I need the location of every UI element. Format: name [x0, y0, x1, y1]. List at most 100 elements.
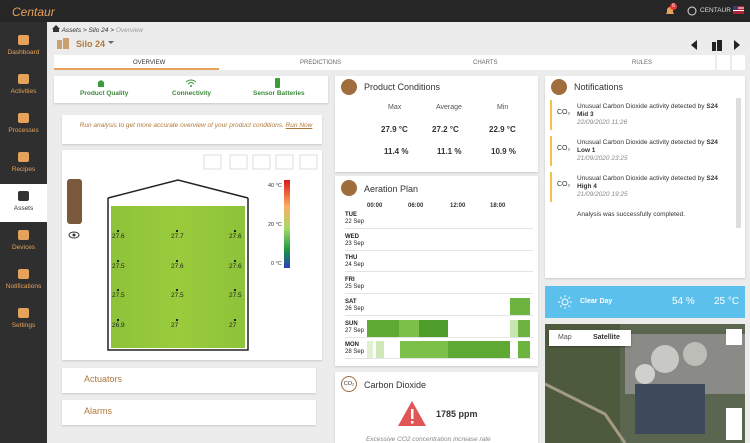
actuators-title[interactable]: Actuators [84, 374, 123, 384]
status-label: Connectivity [172, 90, 212, 97]
value: 11.1 % [437, 147, 462, 156]
card-title: Carbon Dioxide [364, 380, 427, 390]
shape [411, 409, 414, 419]
shape [733, 10, 744, 11]
day-name: SAT [345, 298, 357, 305]
co2-value: 1785 ppm [436, 409, 478, 419]
tab[interactable]: RULES [632, 60, 653, 66]
day-label: FRI 25 Sep [345, 277, 364, 291]
day-label: TUE 22 Sep [345, 212, 364, 226]
day-name: TUE [345, 212, 357, 218]
day-date: 23 Sep [345, 240, 365, 247]
day-label: THU 24 Sep [345, 255, 364, 269]
sidebar-item[interactable]: Processes [0, 106, 47, 144]
map-button[interactable]: Map [558, 334, 572, 341]
shape [275, 78, 280, 88]
shape [448, 341, 510, 358]
sidebar-item[interactable]: Settings [0, 301, 47, 339]
sensor-value: 27.5 [229, 292, 242, 299]
sidebar-item[interactable]: Recipes [0, 145, 47, 183]
shape [107, 179, 249, 199]
header: Max [388, 104, 402, 111]
top-bar [0, 0, 750, 22]
shape [18, 191, 29, 201]
day-date: 22 Sep [345, 219, 365, 225]
day-label: SUN 27 Sep [345, 321, 364, 335]
zoom-in-button[interactable] [726, 408, 742, 424]
fullscreen-button[interactable] [726, 329, 742, 345]
humidity: 54 % [672, 296, 695, 307]
sidebar-label: Activities [10, 88, 37, 95]
notification-text: Unusual Carbon Dioxide activity detected… [577, 139, 705, 146]
tab[interactable]: OVERVIEW [133, 60, 166, 66]
shape [733, 6, 738, 10]
co2-card [335, 372, 538, 443]
scale-label: 40 °C [268, 183, 282, 189]
value: 10.9 % [491, 147, 516, 156]
shape [545, 382, 627, 443]
map-button[interactable]: Satellite [593, 334, 620, 341]
day-name: FRI [345, 277, 355, 284]
sensor-value: 27 [171, 322, 179, 329]
send-button[interactable] [732, 55, 745, 70]
sidebar-item[interactable]: Activities [0, 67, 47, 105]
product-conditions-card [335, 76, 538, 172]
shape [734, 40, 740, 50]
sidebar-item[interactable]: Devices [0, 223, 47, 261]
row-divider [345, 228, 533, 229]
temperature: 25 °C [714, 296, 740, 307]
info-text: Run analysis to get more accurate overvi… [76, 122, 316, 130]
notification: Analysis was successfully completed. [550, 208, 733, 238]
sensor-dot [234, 260, 236, 262]
shape [18, 113, 29, 123]
shape [518, 320, 530, 337]
layer-toggle[interactable] [67, 179, 82, 224]
shape [376, 341, 384, 358]
shape [635, 384, 705, 434]
sensor-dot [176, 230, 178, 232]
sidebar-item[interactable]: Notifications [0, 262, 47, 300]
dropdown-caret [108, 41, 114, 47]
share-button[interactable] [717, 55, 730, 70]
zoom-out-button[interactable] [726, 424, 742, 440]
sidebar-label: Processes [8, 127, 39, 134]
sidebar-label: Settings [11, 322, 36, 329]
weather-bar [545, 286, 745, 318]
tab[interactable]: CHARTS [473, 60, 498, 66]
scale-label: 20 °C [268, 222, 282, 228]
shape [510, 320, 518, 337]
sensor-dot [234, 319, 236, 321]
sensor-dot [176, 260, 178, 262]
user-name[interactable]: CENTAUR [700, 7, 731, 14]
notification: CO₂ Unusual Carbon Dioxide activity detec… [550, 100, 733, 130]
breadcrumb: Assets > Silo 24 > Overview [52, 25, 143, 34]
day-name: WED [345, 233, 359, 240]
sidebar-icon [18, 230, 29, 240]
battery-icon [275, 78, 280, 88]
notification-time: 21/09/2020 19:25 [577, 191, 628, 198]
sensor-value: 27.6 [229, 233, 242, 240]
run-now-link[interactable]: Run Now [285, 122, 313, 129]
alarms-title[interactable]: Alarms [84, 406, 113, 416]
sidebar-item[interactable]: Assets [0, 184, 47, 222]
nav-icons [691, 40, 740, 51]
tab[interactable]: PREDICTIONS [300, 60, 342, 66]
shape [72, 233, 76, 237]
shape [558, 295, 572, 309]
alarms-card [62, 400, 316, 425]
color-scale [284, 180, 290, 268]
info-message: Run analysis to get more accurate overvi… [79, 122, 284, 129]
scale-label: 0 °C [271, 261, 282, 267]
logo: Centaur [12, 5, 55, 19]
shape [190, 85, 192, 87]
shape [510, 298, 530, 315]
card-icon [341, 180, 357, 196]
asset-title: Silo 24 [76, 39, 106, 49]
shape [717, 40, 722, 51]
silo-icon [57, 38, 69, 49]
sidebar-item[interactable]: Dashboard [0, 28, 47, 66]
day-date: 24 Sep [345, 262, 365, 269]
sensor-value: 27.5 [112, 292, 125, 299]
shape [57, 40, 62, 49]
row-divider [345, 271, 533, 273]
